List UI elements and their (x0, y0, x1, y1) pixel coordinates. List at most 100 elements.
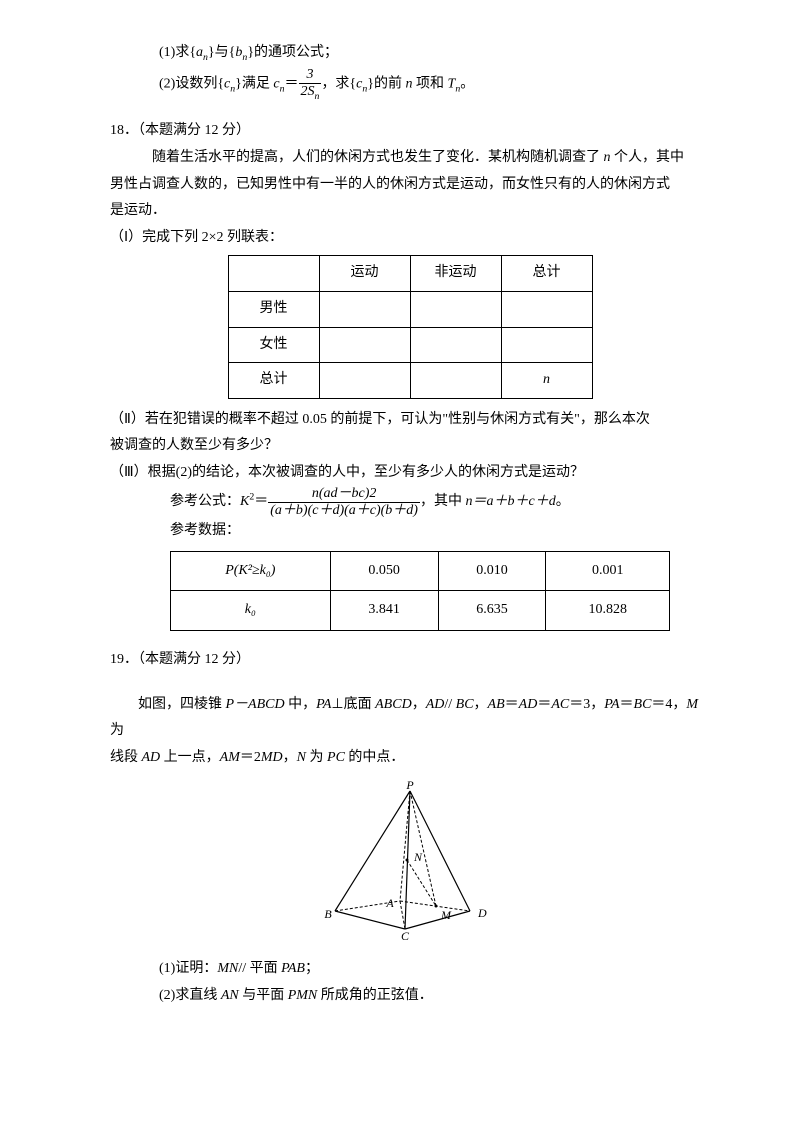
t: n (604, 150, 611, 165)
reference-table: P(K²≥k₀) 0.050 0.010 0.001 k₀ 3.841 6.63… (170, 551, 670, 631)
table-row: P(K²≥k₀) 0.050 0.010 0.001 (171, 551, 670, 591)
cell (228, 256, 319, 292)
q17-sub2: (2)设数列{cn}满足 cn＝32Sn，求{cn}的前 n 项和 Tn。 (110, 67, 710, 102)
t: BC (456, 697, 474, 712)
cell: 0.010 (438, 551, 546, 591)
t: 项和 (413, 77, 448, 92)
t: 随着生活水平的提高，人们的休闲方式也发生了变化．某机构随机调查了 (152, 150, 604, 165)
t: PA (604, 697, 619, 712)
cell: n (501, 363, 592, 399)
den: (a＋b)(c＋d)(a＋c)(b＋d) (268, 503, 420, 518)
t: ，其中 (420, 495, 466, 510)
t: 如图，四棱锥 (138, 697, 226, 712)
q18-p2b: 被调查的人数至少有多少？ (110, 433, 710, 460)
t: 参考公式： (170, 495, 240, 510)
t: 个人，其中 (611, 150, 685, 165)
q19-sub2: (2)求直线 AN 与平面 PMN 所成角的正弦值． (110, 983, 710, 1010)
t: }的通项公式； (247, 45, 338, 60)
t: k₀ (245, 602, 256, 617)
cell: k₀ (171, 591, 331, 631)
cell (319, 291, 410, 327)
t: 上一点， (160, 750, 220, 765)
t: ＝ (254, 495, 268, 510)
table-row: 总计 n (228, 363, 592, 399)
cell: 总计 (228, 363, 319, 399)
t: // 平面 (238, 961, 281, 976)
t: n (543, 372, 550, 387)
cell: 0.001 (546, 551, 670, 591)
q18-intro: 随着生活水平的提高，人们的休闲方式也发生了变化．某机构随机调查了 n 个人，其中 (110, 145, 710, 172)
label-c: C (401, 929, 410, 941)
t: 。 (460, 77, 474, 92)
q18: 18．（本题满分 12 分） 随着生活水平的提高，人们的休闲方式也发生了变化．某… (110, 118, 710, 631)
t: 2 (254, 750, 261, 765)
t: 与平面 (239, 988, 288, 1003)
page: (1)求{an}与{bn}的通项公式； (2)设数列{cn}满足 cn＝32Sn… (0, 0, 800, 1132)
num: 3 (299, 67, 322, 83)
table-row: 男性 (228, 291, 592, 327)
label-p: P (405, 781, 414, 792)
t: }的前 (367, 77, 405, 92)
t: 中， (285, 697, 317, 712)
t: PAB (281, 961, 305, 976)
ref-data-label: 参考数据： (110, 518, 710, 545)
cell: 非运动 (410, 256, 501, 292)
t: (1)证明： (159, 961, 217, 976)
t: (1)求{ (159, 45, 196, 60)
cell (319, 363, 410, 399)
cell: 0.050 (330, 551, 438, 591)
q17-sub1: (1)求{an}与{bn}的通项公式； (110, 40, 710, 67)
t: ⊥底面 (331, 697, 375, 712)
t: AB (488, 697, 505, 712)
cell: 6.635 (438, 591, 546, 631)
t: ，求{ (321, 77, 356, 92)
t: ＝ (505, 697, 519, 712)
t: N (297, 750, 306, 765)
cell (410, 363, 501, 399)
label-n: N (413, 850, 423, 864)
t: 所成角的正弦值． (317, 988, 433, 1003)
t: 3 (583, 697, 590, 712)
t: a (196, 45, 203, 60)
q19-intro-l2: 线段 AD 上一点，AM＝2MD，N 为 PC 的中点． (110, 745, 710, 772)
table-row: 女性 (228, 327, 592, 363)
t: P－ABCD (226, 697, 285, 712)
den: 2S (301, 84, 315, 99)
t: (2)求直线 (159, 988, 221, 1003)
t: AN (221, 988, 239, 1003)
t: MD (261, 750, 283, 765)
pyramid-diagram: P B C D A M N (110, 781, 710, 952)
q18-p2: （Ⅱ）若在犯错误的概率不超过 0.05 的前提下，可认为"性别与休闲方式有关"，… (110, 407, 710, 434)
table-row: k₀ 3.841 6.635 10.828 (171, 591, 670, 631)
t: ＝ (651, 697, 665, 712)
cell: 10.828 (546, 591, 670, 631)
q18-intro-l2: 男性占调查人数的，已知男性中有一半的人的休闲方式是运动，而女性只有的人的休闲方式 (110, 172, 710, 199)
q19-title: 19．（本题满分 12 分） (110, 647, 710, 674)
t: AD (519, 697, 538, 712)
t: ； (305, 961, 319, 976)
t: ABCD (375, 697, 412, 712)
cell (501, 291, 592, 327)
t: ＝ (537, 697, 551, 712)
t: AD (426, 697, 445, 712)
t: AD (142, 750, 161, 765)
num: n(ad－bc)2 (268, 486, 420, 502)
t: n＝a＋b＋c＋d (465, 495, 555, 510)
label-d: D (477, 906, 487, 920)
t: K (240, 495, 249, 510)
cell: 总计 (501, 256, 592, 292)
t: ， (474, 697, 488, 712)
label-b: B (324, 907, 332, 921)
t: }满足 (235, 77, 273, 92)
fraction: n(ad－bc)2(a＋b)(c＋d)(a＋c)(b＋d) (268, 486, 420, 518)
t: }与{ (208, 45, 235, 60)
q19-intro: 如图，四棱锥 P－ABCD 中，PA⊥底面 ABCD，AD// BC，AB＝AD… (110, 692, 710, 745)
t: P(K²≥k₀) (225, 563, 275, 578)
cell: 男性 (228, 291, 319, 327)
t: MN (217, 961, 238, 976)
cell: 运动 (319, 256, 410, 292)
contingency-table: 运动 非运动 总计 男性 女性 总计 n (228, 255, 593, 398)
cell: 3.841 (330, 591, 438, 631)
cell (501, 327, 592, 363)
label-a: A (385, 896, 394, 910)
